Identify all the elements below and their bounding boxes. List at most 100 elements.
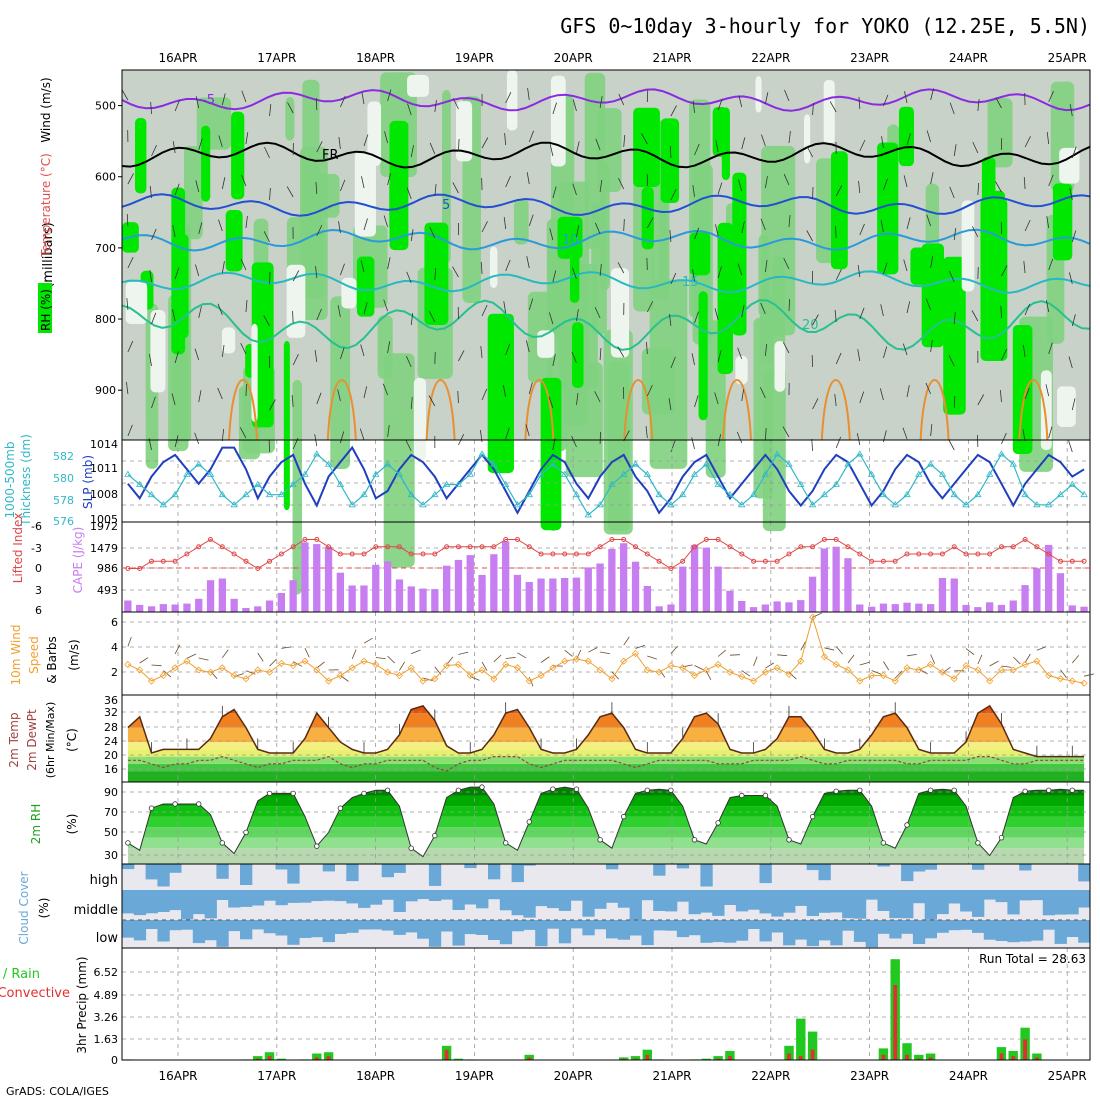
cape-bar: [396, 579, 403, 612]
cloud-bar: [996, 920, 1008, 941]
cloud-bar: [146, 920, 158, 929]
ylabel-temp-a: 2m Temp: [7, 712, 21, 767]
ytick-label-lifted: -3: [31, 542, 42, 555]
rh-plume-high: [135, 118, 146, 194]
rh-plume-dry: [490, 247, 497, 288]
wind10-barb: [990, 661, 999, 666]
cloud-bar: [323, 920, 335, 942]
cape-bar: [254, 606, 261, 612]
cloud-bar: [464, 920, 476, 934]
cloud-bar: [512, 890, 524, 915]
rh-plume-dry: [804, 114, 810, 163]
cape-bar: [679, 567, 686, 612]
cloud-bar: [700, 890, 712, 913]
cloud-bar: [323, 890, 335, 901]
isotherm-label: 20: [802, 318, 819, 333]
cloud-bar: [299, 920, 311, 938]
cloud-level-label: middle: [74, 903, 118, 918]
rh-plume-high: [899, 107, 914, 166]
isotherm-label: 15: [682, 275, 699, 290]
rh-marker: [858, 788, 863, 793]
cape-bar: [644, 586, 651, 612]
ylabel-upper-temp: Temperature (°C): [39, 153, 53, 258]
cape-bar: [667, 605, 674, 613]
cloud-bar: [216, 920, 228, 947]
wind10-barb: [966, 649, 974, 655]
ytick-label-thickness: 576: [53, 515, 74, 528]
wind10-barb: [458, 652, 468, 654]
cloud-bar: [252, 890, 264, 906]
cloud-bar: [346, 920, 358, 933]
wind10-barb: [624, 637, 630, 645]
ytick-label-thickness: 580: [53, 472, 74, 485]
cloud-bar: [535, 920, 547, 946]
cloud-bar: [394, 890, 406, 912]
cape-bar: [502, 541, 509, 612]
cloud-bar: [1007, 920, 1019, 942]
rh-marker: [220, 841, 225, 846]
cloud-bar: [276, 890, 288, 905]
cape-bar: [738, 601, 745, 612]
cape-bar: [951, 579, 958, 613]
ylabel-slp-c: SLP (mb): [81, 455, 95, 509]
cape-bar: [337, 573, 344, 612]
cloud-bar: [842, 890, 854, 918]
precip-run-total: Run Total = 28.63: [979, 952, 1086, 966]
wind10-barb: [777, 655, 787, 656]
ytick-label-temp: 20: [104, 749, 118, 762]
wind10-barb: [494, 655, 501, 662]
cloud-level-label: high: [90, 873, 118, 888]
rh-plume-high: [390, 121, 409, 250]
temp-band: [122, 684, 1090, 713]
cape-bar: [986, 602, 993, 612]
rh-plume-high: [984, 191, 1005, 325]
cloud-bar: [335, 890, 347, 901]
ytick-label-wind10: 6: [111, 616, 118, 629]
precip-total-bar: [796, 1019, 805, 1060]
cloud-bar: [1031, 920, 1043, 941]
cloud-bar: [913, 864, 925, 872]
cloud-bar: [370, 920, 382, 929]
temp-band: [122, 728, 1090, 743]
cape-bar: [596, 564, 603, 613]
cape-bar: [172, 605, 179, 613]
rh-plume-mid: [591, 203, 607, 335]
cloud-bar: [169, 920, 181, 930]
cloud-bar: [157, 920, 169, 942]
wind10-barb: [399, 662, 404, 671]
temp-band: [122, 742, 1090, 749]
cloud-bar: [641, 890, 653, 900]
rh-marker: [315, 844, 320, 849]
ylabel-rh-b: (%): [65, 814, 79, 835]
cloud-bar: [311, 890, 323, 901]
rh-plume-mid: [608, 361, 629, 531]
cloud-bar: [1055, 920, 1067, 944]
cloud-bar: [382, 920, 394, 931]
rh-marker: [456, 788, 461, 793]
cloud-bar: [1043, 920, 1055, 930]
cloud-bar: [700, 920, 712, 943]
wind10-barb: [730, 655, 740, 656]
rh-marker: [645, 788, 650, 793]
precip-conv-bar: [327, 1056, 331, 1060]
wind10-barb: [978, 655, 982, 664]
cloud-bar: [287, 890, 299, 903]
date-label-bottom: 25APR: [1048, 1069, 1087, 1083]
panel-frame-precip: [122, 948, 1090, 1060]
cloud-bar: [677, 920, 689, 937]
cloud-bar: [169, 890, 181, 910]
rh-plume-high: [572, 322, 584, 388]
date-label-top: 20APR: [554, 51, 593, 65]
cape-bar: [1010, 601, 1017, 613]
wind10-barb: [506, 657, 516, 658]
rh-plume-high: [1053, 183, 1072, 260]
cloud-bar: [866, 920, 878, 947]
ylabel-temp-d: (°C): [65, 728, 79, 752]
ylabel-wind10-b: Speed: [27, 636, 41, 674]
cloud-bar: [819, 890, 831, 913]
wind10-barb: [270, 659, 277, 666]
cloud-bar: [405, 890, 417, 901]
chart-title: GFS 0~10day 3-hourly for YOKO (12.25E, 5…: [560, 14, 1090, 38]
rh-marker: [787, 838, 792, 843]
wind10-barb: [152, 665, 162, 666]
